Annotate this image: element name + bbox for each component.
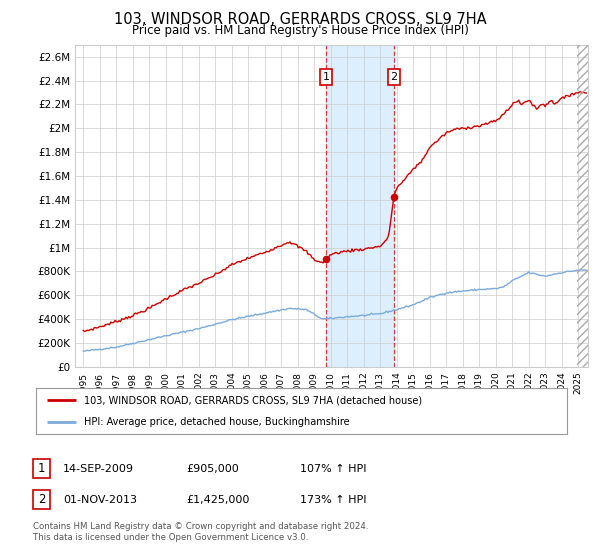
Text: £905,000: £905,000 <box>186 464 239 474</box>
Bar <box>326 45 394 367</box>
Text: This data is licensed under the Open Government Licence v3.0.: This data is licensed under the Open Gov… <box>33 533 308 542</box>
Text: HPI: Average price, detached house, Buckinghamshire: HPI: Average price, detached house, Buck… <box>84 417 349 427</box>
Text: 2: 2 <box>38 493 45 506</box>
Text: 103, WINDSOR ROAD, GERRARDS CROSS, SL9 7HA (detached house): 103, WINDSOR ROAD, GERRARDS CROSS, SL9 7… <box>84 395 422 405</box>
Text: 1: 1 <box>38 462 45 475</box>
Text: 103, WINDSOR ROAD, GERRARDS CROSS, SL9 7HA: 103, WINDSOR ROAD, GERRARDS CROSS, SL9 7… <box>113 12 487 27</box>
Text: 173% ↑ HPI: 173% ↑ HPI <box>300 494 367 505</box>
Text: 107% ↑ HPI: 107% ↑ HPI <box>300 464 367 474</box>
Text: 14-SEP-2009: 14-SEP-2009 <box>63 464 134 474</box>
Bar <box>577 45 588 367</box>
Text: 2: 2 <box>390 72 397 82</box>
Text: 1: 1 <box>322 72 329 82</box>
Text: £1,425,000: £1,425,000 <box>186 494 250 505</box>
Text: Price paid vs. HM Land Registry's House Price Index (HPI): Price paid vs. HM Land Registry's House … <box>131 24 469 36</box>
Text: Contains HM Land Registry data © Crown copyright and database right 2024.: Contains HM Land Registry data © Crown c… <box>33 522 368 531</box>
Text: 01-NOV-2013: 01-NOV-2013 <box>63 494 137 505</box>
